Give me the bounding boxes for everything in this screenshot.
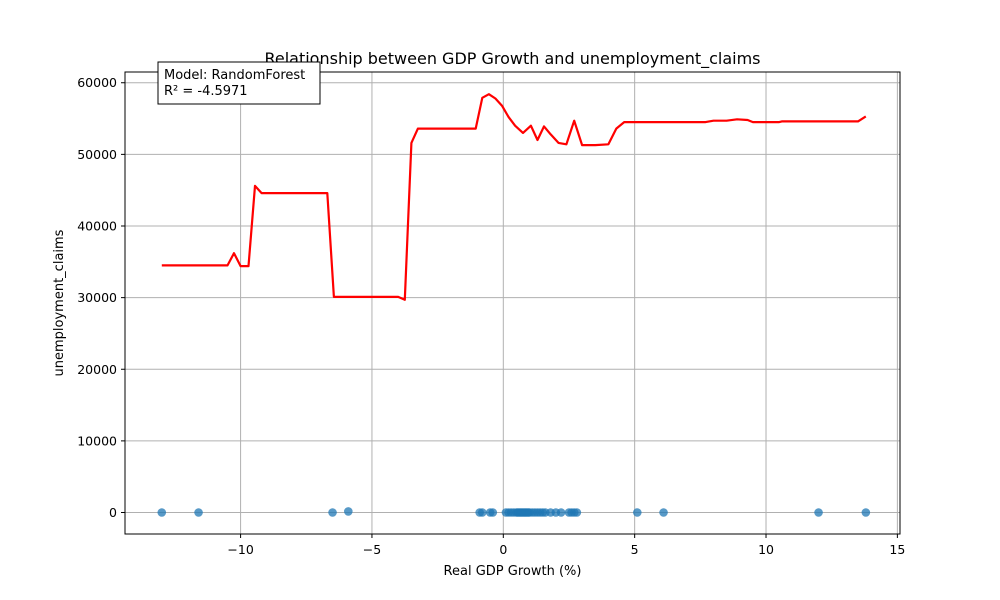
y-tick-label: 30000 — [77, 290, 117, 305]
plot-frame — [124, 71, 901, 535]
y-tick-label: 50000 — [77, 147, 117, 162]
tick-layer: −10 −5 0 5 10 15 0 10000 20000 30000 40000 50000 600… — [77, 75, 905, 557]
model-annotation: Model: RandomForest R² = -4.5971 — [157, 61, 321, 105]
fit-line-layer — [161, 93, 867, 301]
annotation-model: Model: RandomForest — [164, 68, 305, 83]
fit-line — [161, 93, 867, 301]
y-tick-label: 20000 — [77, 362, 117, 377]
x-tick-label: 5 — [631, 542, 639, 557]
x-tick-label: 10 — [758, 542, 774, 557]
scatter-point — [194, 508, 203, 517]
scatter-point — [477, 508, 487, 517]
annotation-box — [157, 61, 321, 105]
x-axis-title: Real GDP Growth (%) — [444, 564, 582, 579]
scatter-point — [344, 507, 353, 516]
scatter-point — [572, 508, 582, 517]
x-tick-label: −10 — [227, 542, 253, 557]
scatter-point — [861, 508, 871, 517]
scatter-layer — [157, 507, 871, 517]
scatter-point — [632, 508, 642, 517]
scatter-point — [488, 508, 498, 517]
y-axis-title: unemployment_claims — [52, 229, 67, 376]
y-tick-label: 60000 — [77, 75, 117, 90]
x-tick-label: −5 — [363, 542, 381, 557]
chart-title: Relationship between GDP Growth and unem… — [264, 49, 760, 69]
scatter-point — [556, 508, 566, 517]
scatter-point — [814, 508, 823, 517]
grid-layer — [125, 72, 900, 534]
scatter-point — [659, 508, 668, 517]
scatter-point — [328, 508, 337, 517]
y-tick-label: 10000 — [77, 433, 117, 448]
annotation-r2: R² = -4.5971 — [164, 84, 248, 99]
x-tick-label: 15 — [889, 542, 905, 557]
y-tick-label: 0 — [109, 505, 117, 520]
y-tick-label: 40000 — [77, 219, 117, 234]
scatter-point — [157, 508, 167, 517]
x-tick-label: 0 — [499, 542, 507, 557]
